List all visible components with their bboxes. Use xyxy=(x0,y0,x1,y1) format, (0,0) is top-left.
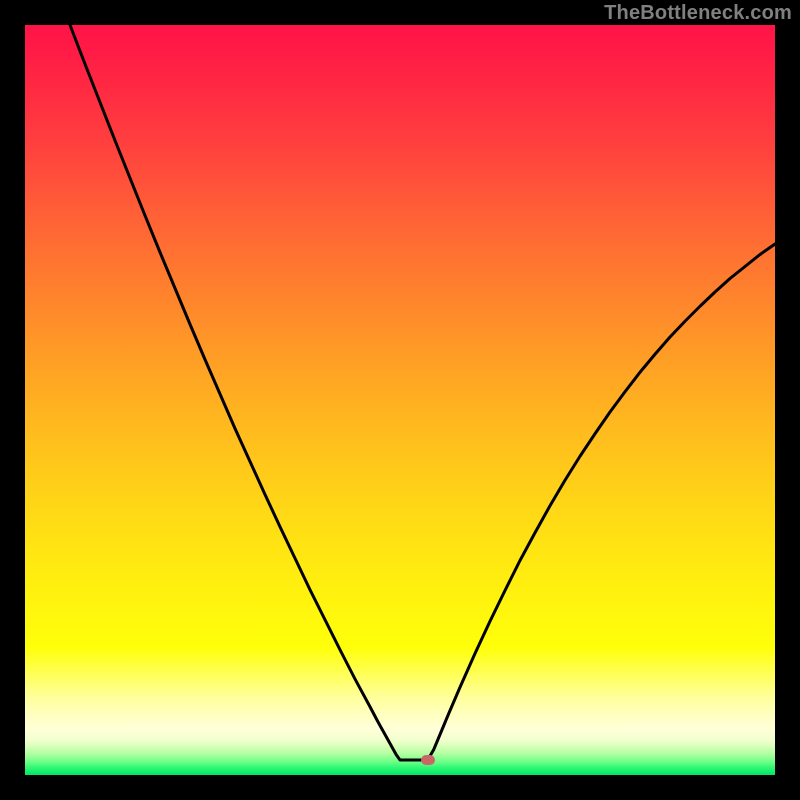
plot-area xyxy=(25,25,775,775)
watermark-text: TheBottleneck.com xyxy=(604,2,792,25)
bottleneck-curve xyxy=(70,25,775,760)
bottleneck-chart-container: TheBottleneck.com xyxy=(0,0,800,800)
optimal-point-marker xyxy=(421,755,435,765)
curve-svg xyxy=(25,25,775,775)
